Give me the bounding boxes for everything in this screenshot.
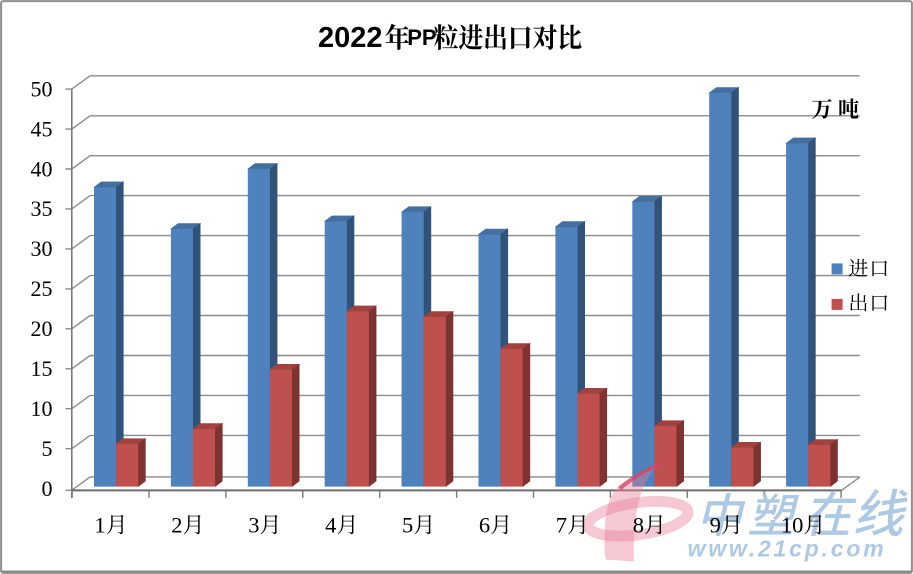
- svg-text:50: 50: [31, 76, 53, 101]
- svg-text:40: 40: [31, 156, 53, 181]
- svg-text:4: 4: [325, 513, 336, 538]
- svg-text:2022: 2022: [318, 22, 383, 54]
- svg-text:6: 6: [479, 513, 490, 538]
- svg-text:5: 5: [402, 513, 413, 538]
- svg-text:15: 15: [31, 356, 53, 381]
- svg-text:5: 5: [42, 436, 53, 461]
- svg-text:10: 10: [781, 513, 804, 538]
- svg-text:www.21cp.com: www.21cp.com: [688, 536, 887, 562]
- svg-text:PP: PP: [407, 25, 436, 50]
- svg-text:20: 20: [31, 316, 53, 341]
- svg-text:30: 30: [31, 236, 53, 261]
- svg-text:8: 8: [633, 513, 644, 538]
- svg-text:35: 35: [31, 196, 53, 221]
- svg-text:10: 10: [31, 396, 53, 421]
- svg-text:0: 0: [42, 476, 53, 501]
- svg-text:2: 2: [171, 513, 182, 538]
- svg-text:7: 7: [556, 513, 567, 538]
- svg-text:45: 45: [31, 116, 53, 141]
- svg-text:25: 25: [31, 276, 53, 301]
- svg-text:3: 3: [248, 513, 259, 538]
- svg-text:9: 9: [710, 513, 721, 538]
- svg-text:1: 1: [94, 513, 105, 538]
